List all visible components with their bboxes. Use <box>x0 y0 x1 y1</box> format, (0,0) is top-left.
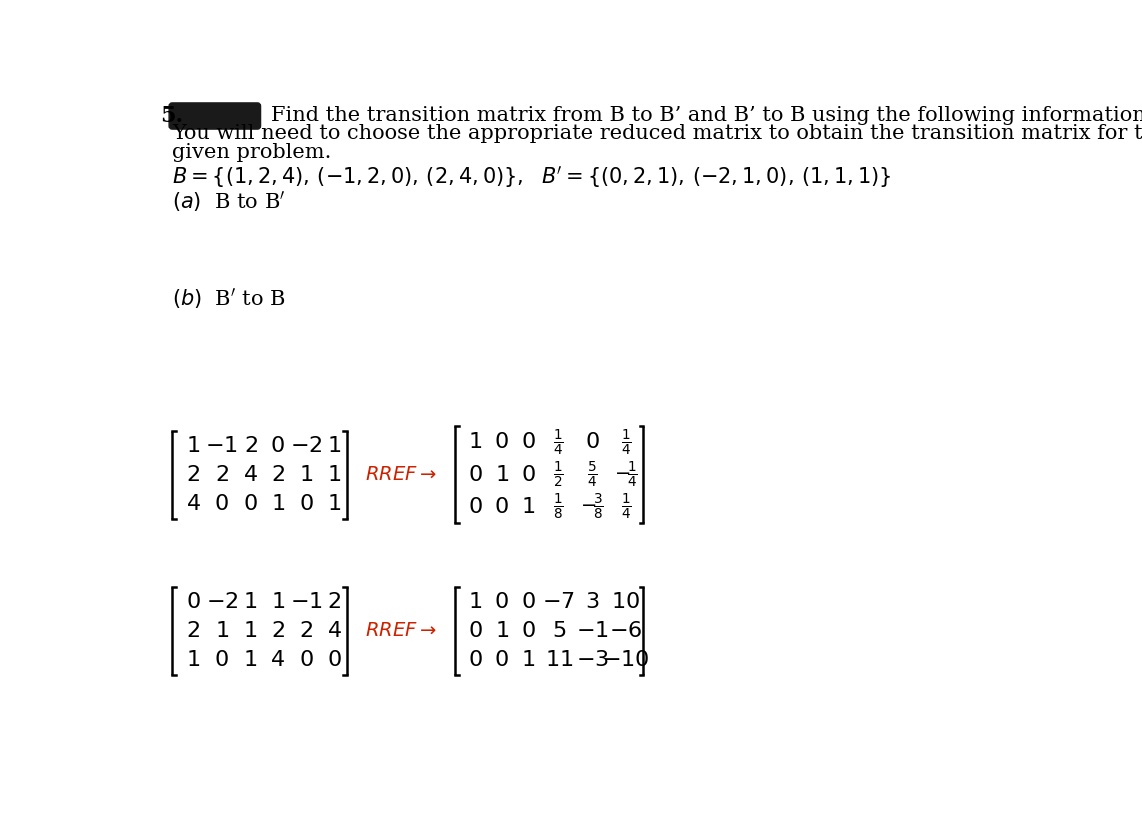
Text: $\frac{1}{2}$: $\frac{1}{2}$ <box>553 460 563 490</box>
Text: $4$: $4$ <box>186 493 201 515</box>
Text: $1$: $1$ <box>186 650 200 671</box>
Text: $\frac{1}{4}$: $\frac{1}{4}$ <box>621 493 632 522</box>
Text: $1$: $1$ <box>494 463 508 486</box>
Text: $1$: $1$ <box>243 591 258 613</box>
Text: $0$: $0$ <box>468 620 483 642</box>
Text: $1$: $1$ <box>271 493 284 515</box>
Text: $5$: $5$ <box>552 620 566 642</box>
Text: $1$: $1$ <box>327 463 341 486</box>
Text: $0$: $0$ <box>299 650 314 671</box>
Text: $0$: $0$ <box>215 650 230 671</box>
Text: $2$: $2$ <box>271 620 284 642</box>
Text: $4$: $4$ <box>271 650 286 671</box>
Text: $0$: $0$ <box>327 650 341 671</box>
Text: $-2$: $-2$ <box>206 591 238 613</box>
Text: $-6$: $-6$ <box>609 620 642 642</box>
Text: $1$: $1$ <box>243 620 258 642</box>
Text: $-\!\frac{1}{4}$: $-\!\frac{1}{4}$ <box>614 460 638 490</box>
Text: $0$: $0$ <box>186 591 201 613</box>
Text: $2$: $2$ <box>215 463 228 486</box>
Text: $RREF \rightarrow$: $RREF \rightarrow$ <box>365 622 436 640</box>
Text: $1$: $1$ <box>243 650 258 671</box>
Text: $\frac{1}{4}$: $\frac{1}{4}$ <box>553 428 563 458</box>
Text: You will need to choose the appropriate reduced matrix to obtain the transition : You will need to choose the appropriate … <box>172 124 1142 143</box>
Text: $-3$: $-3$ <box>576 650 609 671</box>
Text: $0$: $0$ <box>521 620 536 642</box>
Text: $11$: $11$ <box>545 650 573 671</box>
Text: $1$: $1$ <box>186 434 200 457</box>
Text: $-10$: $-10$ <box>602 650 650 671</box>
Text: $-1$: $-1$ <box>290 591 323 613</box>
Text: $0$: $0$ <box>243 493 258 515</box>
Text: $1$: $1$ <box>271 591 284 613</box>
Text: $1$: $1$ <box>215 620 228 642</box>
Text: $-7$: $-7$ <box>542 591 576 613</box>
Text: $1$: $1$ <box>468 432 482 453</box>
Text: Find the transition matrix from B to B’ and B’ to B using the following informat: Find the transition matrix from B to B’ … <box>271 106 1142 125</box>
FancyBboxPatch shape <box>169 103 260 129</box>
Text: $0$: $0$ <box>521 591 536 613</box>
Text: $0$: $0$ <box>468 463 483 486</box>
Text: $0$: $0$ <box>494 650 509 671</box>
Text: $0$: $0$ <box>468 650 483 671</box>
Text: $0$: $0$ <box>299 493 314 515</box>
Text: $(a)\ $ B to B$'$: $(a)\ $ B to B$'$ <box>172 189 286 214</box>
Text: $\frac{1}{4}$: $\frac{1}{4}$ <box>621 428 632 458</box>
Text: $(b)\ $ B$'$ to B: $(b)\ $ B$'$ to B <box>172 286 286 311</box>
Text: $0$: $0$ <box>494 432 509 453</box>
Text: $0$: $0$ <box>585 432 600 453</box>
Text: $0$: $0$ <box>494 591 509 613</box>
Text: $0$: $0$ <box>494 496 509 518</box>
Text: $\frac{5}{4}$: $\frac{5}{4}$ <box>587 460 597 490</box>
Text: $1$: $1$ <box>494 620 508 642</box>
Text: $0$: $0$ <box>521 432 536 453</box>
Text: $2$: $2$ <box>271 463 284 486</box>
Text: $10$: $10$ <box>611 591 640 613</box>
Text: 5.: 5. <box>160 105 183 127</box>
Text: $B = \{(1, 2, 4),\, (-1, 2, 0),\, (2, 4, 0)\},\ \ B' = \{(0, 2, 1),\, (-2, 1, 0): $B = \{(1, 2, 4),\, (-1, 2, 0),\, (2, 4,… <box>172 164 892 190</box>
Text: $-2$: $-2$ <box>290 434 322 457</box>
Text: $0$: $0$ <box>468 496 483 518</box>
Text: $\frac{1}{8}$: $\frac{1}{8}$ <box>553 493 563 522</box>
Text: $1$: $1$ <box>327 493 341 515</box>
Text: $1$: $1$ <box>521 650 534 671</box>
Text: $-\!\frac{3}{8}$: $-\!\frac{3}{8}$ <box>580 493 604 522</box>
Text: $1$: $1$ <box>468 591 482 613</box>
Text: $0$: $0$ <box>271 434 286 457</box>
Text: $-1$: $-1$ <box>206 434 239 457</box>
Text: $4$: $4$ <box>243 463 258 486</box>
Text: $0$: $0$ <box>521 463 536 486</box>
Text: $3$: $3$ <box>585 591 600 613</box>
Text: $2$: $2$ <box>186 620 200 642</box>
Text: $2$: $2$ <box>299 620 313 642</box>
Text: $1$: $1$ <box>521 496 534 518</box>
Text: $1$: $1$ <box>299 463 313 486</box>
Text: $2$: $2$ <box>328 591 341 613</box>
Text: $2$: $2$ <box>186 463 200 486</box>
Text: $1$: $1$ <box>327 434 341 457</box>
Text: $0$: $0$ <box>215 493 230 515</box>
Text: $4$: $4$ <box>327 620 341 642</box>
Text: $2$: $2$ <box>243 434 257 457</box>
Text: $RREF \rightarrow$: $RREF \rightarrow$ <box>365 466 436 484</box>
Text: given problem.: given problem. <box>172 143 331 161</box>
Text: $-1$: $-1$ <box>576 620 609 642</box>
